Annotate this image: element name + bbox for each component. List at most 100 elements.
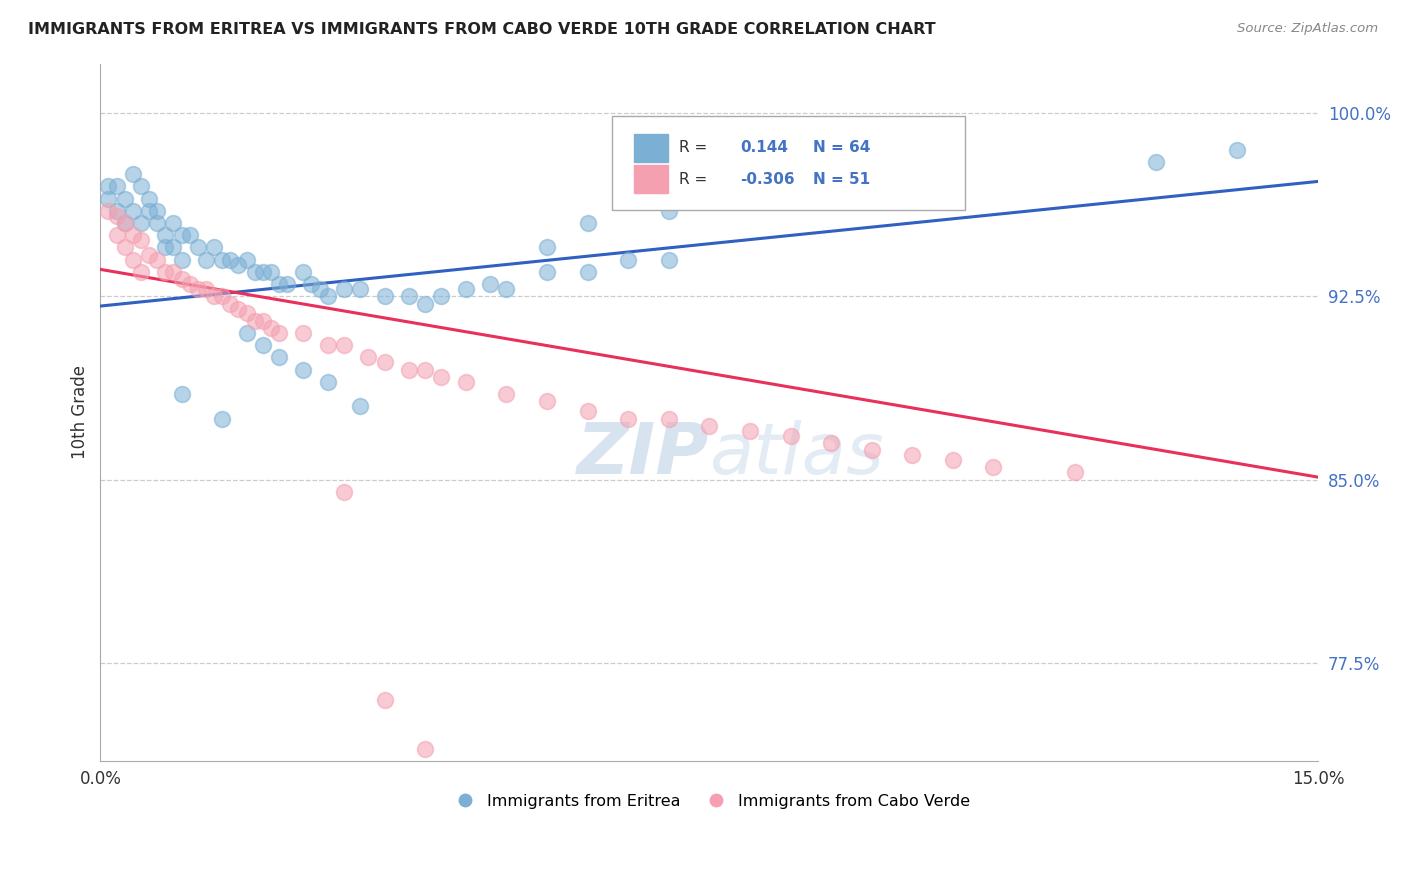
Point <box>105 209 128 223</box>
Point <box>114 216 136 230</box>
Point <box>228 258 250 272</box>
Point <box>1226 143 1249 157</box>
Point <box>97 192 120 206</box>
Point <box>170 387 193 401</box>
Point <box>129 265 152 279</box>
Point <box>316 375 339 389</box>
Point <box>235 306 257 320</box>
Point <box>454 282 477 296</box>
Text: atlas: atlas <box>709 420 884 489</box>
Point <box>211 289 233 303</box>
Text: -0.306: -0.306 <box>740 171 794 186</box>
Point <box>357 351 380 365</box>
Point <box>211 252 233 267</box>
Point <box>129 179 152 194</box>
Point <box>292 265 315 279</box>
Point <box>219 296 242 310</box>
Point <box>860 443 883 458</box>
Point <box>413 741 436 756</box>
Point <box>170 272 193 286</box>
Point <box>138 203 160 218</box>
Point <box>430 289 453 303</box>
Point <box>105 203 128 218</box>
Point <box>252 265 274 279</box>
Point <box>738 424 761 438</box>
Point <box>779 428 801 442</box>
Point <box>194 252 217 267</box>
Point <box>235 252 257 267</box>
Point <box>260 265 283 279</box>
Point <box>252 314 274 328</box>
Point <box>146 252 169 267</box>
Point <box>187 240 209 254</box>
Point <box>942 453 965 467</box>
Point <box>1144 154 1167 169</box>
Point <box>252 338 274 352</box>
Point <box>398 362 420 376</box>
Point <box>576 404 599 418</box>
Point <box>155 265 177 279</box>
Text: N = 64: N = 64 <box>813 140 870 155</box>
Point <box>187 282 209 296</box>
Point <box>373 355 395 369</box>
Point <box>333 282 356 296</box>
Point <box>576 216 599 230</box>
Point <box>413 362 436 376</box>
Point <box>316 289 339 303</box>
Point <box>179 277 201 291</box>
Point <box>267 351 290 365</box>
Text: R =: R = <box>679 171 707 186</box>
Point <box>146 216 169 230</box>
Point <box>121 228 143 243</box>
Point <box>121 167 143 181</box>
Text: Source: ZipAtlas.com: Source: ZipAtlas.com <box>1237 22 1378 36</box>
Point <box>129 216 152 230</box>
Point <box>617 411 640 425</box>
Point <box>536 265 558 279</box>
Point <box>697 418 720 433</box>
Point <box>301 277 323 291</box>
Point <box>121 252 143 267</box>
Text: IMMIGRANTS FROM ERITREA VS IMMIGRANTS FROM CABO VERDE 10TH GRADE CORRELATION CHA: IMMIGRANTS FROM ERITREA VS IMMIGRANTS FR… <box>28 22 936 37</box>
Point <box>97 179 120 194</box>
Point <box>121 203 143 218</box>
Point <box>114 240 136 254</box>
Point <box>267 277 290 291</box>
FancyBboxPatch shape <box>634 165 668 193</box>
Point <box>658 252 681 267</box>
Point <box>454 375 477 389</box>
Point <box>228 301 250 316</box>
Point <box>349 282 371 296</box>
Point <box>373 289 395 303</box>
Point <box>170 252 193 267</box>
Point <box>430 370 453 384</box>
Point <box>820 436 842 450</box>
Point <box>162 216 184 230</box>
Point <box>235 326 257 340</box>
Point <box>292 326 315 340</box>
FancyBboxPatch shape <box>612 116 965 211</box>
Point <box>495 387 517 401</box>
Point <box>129 233 152 247</box>
Point <box>202 240 225 254</box>
Point <box>398 289 420 303</box>
Point <box>267 326 290 340</box>
Text: ZIP: ZIP <box>576 420 709 489</box>
Point <box>901 448 924 462</box>
Point <box>114 216 136 230</box>
Legend: Immigrants from Eritrea, Immigrants from Cabo Verde: Immigrants from Eritrea, Immigrants from… <box>443 788 976 815</box>
Point <box>333 484 356 499</box>
Point <box>114 192 136 206</box>
Point <box>219 252 242 267</box>
FancyBboxPatch shape <box>634 134 668 161</box>
Point <box>105 179 128 194</box>
Point <box>211 411 233 425</box>
Point <box>349 399 371 413</box>
Point <box>194 282 217 296</box>
Point <box>179 228 201 243</box>
Point <box>162 240 184 254</box>
Text: R =: R = <box>679 140 707 155</box>
Point <box>658 411 681 425</box>
Point <box>536 394 558 409</box>
Point <box>138 192 160 206</box>
